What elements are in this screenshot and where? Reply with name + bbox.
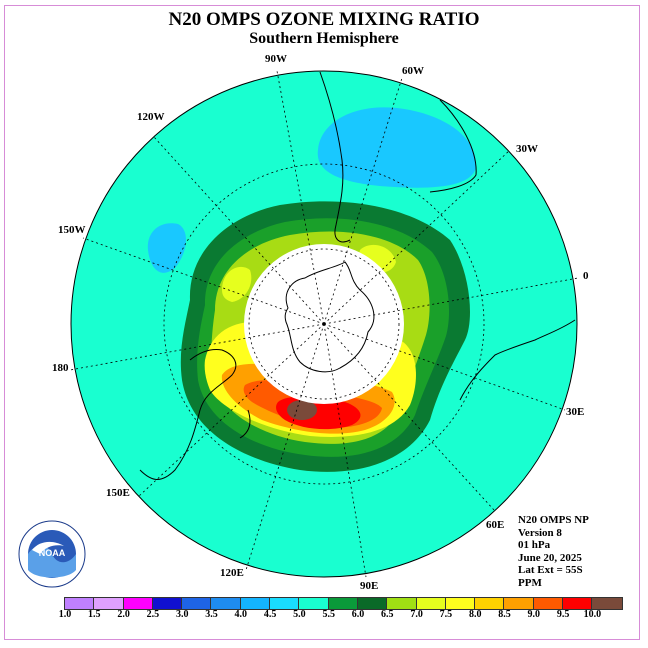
latitude-circle-2 bbox=[163, 163, 485, 485]
south-america-east-coast bbox=[429, 99, 477, 193]
lon-label-30w: 30W bbox=[516, 143, 538, 155]
meridian-150e bbox=[137, 323, 325, 498]
australia-coast bbox=[139, 349, 237, 480]
colorbar-label: 1.0 bbox=[58, 609, 72, 620]
colorbar-segment bbox=[504, 598, 534, 609]
contour-10-0 bbox=[287, 400, 317, 420]
colorbar-label: 6.0 bbox=[351, 609, 365, 620]
colorbar-segment bbox=[416, 598, 446, 609]
lon-label-30e: 30E bbox=[566, 406, 584, 418]
colorbar-segment bbox=[182, 598, 212, 609]
low-ozone-patch-2 bbox=[147, 223, 186, 273]
colorbar-label: 7.0 bbox=[410, 609, 423, 620]
antarctica-coast bbox=[284, 261, 375, 373]
colorbar-segment bbox=[299, 598, 329, 609]
lon-label-60e: 60E bbox=[486, 519, 504, 531]
meridian-0 bbox=[323, 277, 579, 325]
coastlines bbox=[139, 71, 576, 480]
lon-label-60w: 60W bbox=[402, 65, 424, 77]
colorbar-segment bbox=[592, 598, 622, 609]
info-line-2: Version 8 bbox=[518, 526, 562, 539]
colorbar-label: 5.0 bbox=[293, 609, 306, 620]
colorbar-label: 10.0 bbox=[583, 609, 602, 620]
colorbar-segment bbox=[475, 598, 505, 609]
colorbar-segment bbox=[445, 598, 476, 609]
south-pole-dot bbox=[322, 322, 326, 326]
colorbar-label: 1.5 bbox=[88, 609, 101, 620]
colorbar-label: 8.5 bbox=[498, 609, 511, 620]
meridian-180 bbox=[69, 323, 325, 371]
lon-label-90e: 90E bbox=[360, 580, 378, 592]
colorbar-label: 6.5 bbox=[381, 609, 394, 620]
low-ozone-patch-1 bbox=[317, 107, 477, 188]
colorbar-segment bbox=[270, 598, 300, 609]
colorbar-segment bbox=[563, 598, 593, 609]
colorbar-label: 9.0 bbox=[527, 609, 541, 620]
colorbar-label: 2.5 bbox=[146, 609, 160, 620]
latitude-circle-1 bbox=[248, 248, 400, 400]
colorbar-segment bbox=[240, 598, 271, 609]
colorbar-label: 3.5 bbox=[205, 609, 218, 620]
map-boundary bbox=[70, 70, 578, 578]
colorbar-label: 9.5 bbox=[556, 609, 570, 620]
product-info: N20 OMPS NP Version 8 01 hPa June 20, 20… bbox=[518, 514, 589, 589]
lon-label-0: 0 bbox=[583, 270, 589, 282]
info-line-3: 01 hPa bbox=[518, 539, 551, 551]
new-zealand-coast bbox=[239, 409, 251, 439]
colorbar-segment bbox=[94, 598, 124, 609]
lon-label-150e: 150E bbox=[106, 487, 130, 499]
info-line-5: Lat Ext = 55S bbox=[518, 564, 583, 576]
lon-label-180: 180 bbox=[52, 362, 69, 374]
meridian-120w bbox=[153, 136, 325, 325]
map-title: N20 OMPS OZONE MIXING RATIO bbox=[168, 9, 480, 30]
lon-label-120e: 120E bbox=[220, 567, 244, 579]
colorbar-label: 3.0 bbox=[175, 609, 189, 620]
meridian-60e bbox=[323, 323, 495, 511]
graticule bbox=[69, 70, 579, 578]
figure-frame bbox=[4, 5, 640, 640]
map-subtitle: Southern Hemisphere bbox=[249, 30, 399, 47]
colorbar-segment bbox=[357, 598, 388, 609]
lon-label-120w: 120W bbox=[137, 111, 165, 123]
info-line-1: N20 OMPS NP bbox=[518, 514, 589, 526]
colorbar-label: 4.5 bbox=[263, 609, 277, 620]
lon-label-150w: 150W bbox=[58, 224, 86, 236]
colorbar-label: 4.0 bbox=[234, 609, 248, 620]
colorbar-label: 7.5 bbox=[439, 609, 453, 620]
meridian-120e bbox=[245, 323, 325, 571]
colorbar-label: 2.0 bbox=[117, 609, 130, 620]
colorbar-segment bbox=[123, 598, 153, 609]
info-line-4: June 20, 2025 bbox=[518, 551, 582, 564]
noaa-logo-text: NOAA bbox=[39, 548, 66, 558]
colorbar-segment bbox=[211, 598, 241, 609]
colorbar bbox=[64, 597, 623, 610]
south-america-coast bbox=[319, 71, 351, 243]
meridian-60w bbox=[323, 77, 403, 325]
colorbar-segment bbox=[533, 598, 564, 609]
colorbar-label: 5.5 bbox=[322, 609, 335, 620]
ozone-field bbox=[71, 71, 577, 577]
info-line-6: PPM bbox=[518, 576, 542, 589]
noaa-logo: NOAA bbox=[18, 520, 86, 588]
africa-coast bbox=[459, 319, 576, 401]
contour-7-0-a bbox=[222, 266, 252, 302]
colorbar-segment bbox=[152, 598, 183, 609]
colorbar-segment bbox=[65, 598, 95, 609]
colorbar-segment bbox=[387, 598, 417, 609]
colorbar-segment bbox=[328, 598, 358, 609]
colorbar-label: 8.0 bbox=[468, 609, 482, 620]
lon-label-90w: 90W bbox=[265, 53, 287, 65]
